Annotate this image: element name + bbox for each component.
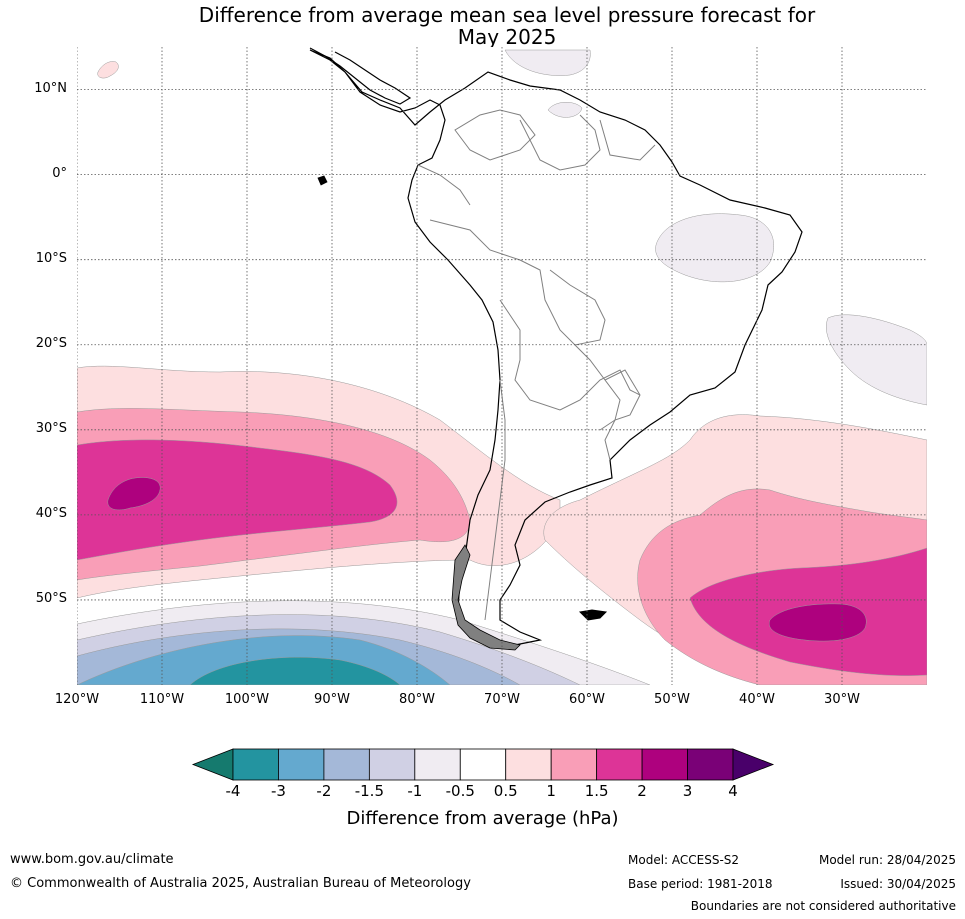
footer-copyright: © Commonwealth of Australia 2025, Austra… xyxy=(10,876,471,891)
lon-label: 90°W xyxy=(314,692,350,707)
footer-issued: Issued: 30/04/2025 xyxy=(840,877,956,891)
colorbar-tick-label: -1.5 xyxy=(354,782,384,800)
colorbar-tick-label: -2 xyxy=(316,782,332,800)
colorbar-tick-label: 2 xyxy=(637,782,647,800)
lon-label: 60°W xyxy=(569,692,605,707)
title-line-2: May 2025 xyxy=(457,25,557,49)
anomaly-band-neg-3 xyxy=(189,657,401,685)
lat-label: 10°S xyxy=(35,250,67,266)
anomaly-blob-nw xyxy=(97,61,119,79)
lon-label: 40°W xyxy=(739,692,775,707)
footer-model-run: Model run: 28/04/2025 xyxy=(818,853,956,867)
tierra-del-fuego xyxy=(451,544,521,651)
colorbar-tick-label: -0.5 xyxy=(445,782,475,800)
colorbar-tick-label: 3 xyxy=(682,782,693,800)
lat-label: 30°S xyxy=(35,420,67,436)
lon-label: 100°W xyxy=(224,692,270,707)
lat-label: 20°S xyxy=(35,335,67,351)
lat-label: 10°N xyxy=(34,80,67,96)
title-line-1: Difference from average mean sea level p… xyxy=(198,3,816,27)
lat-label: 50°S xyxy=(35,590,67,606)
map-title: Difference from average mean sea level p… xyxy=(77,4,937,48)
lon-label: 50°W xyxy=(654,692,690,707)
colorbar-tick-label: -1 xyxy=(407,782,423,800)
footer-model: Model: ACCESS-S2 xyxy=(628,853,740,867)
lon-label: 120°W xyxy=(54,692,100,707)
footer-disclaimer: Boundaries are not considered authoritat… xyxy=(690,899,956,913)
lon-label: 80°W xyxy=(399,692,435,707)
anomaly-blob-brazil xyxy=(655,213,774,283)
anomaly-band-pos-2-west xyxy=(107,477,161,511)
colorbar-title: Difference from average (hPa) xyxy=(346,808,619,829)
colorbar-tick-label: -3 xyxy=(270,782,286,800)
colorbar-tick-label: 0.5 xyxy=(493,782,518,800)
colorbar-tick-label: -4 xyxy=(225,782,241,800)
anomaly-blob-caribbean xyxy=(504,49,591,76)
south-america-outline xyxy=(309,49,803,646)
gridlines xyxy=(77,47,927,685)
central-america-outline xyxy=(309,47,412,105)
footer-base-period: Base period: 1981-2018 xyxy=(628,877,773,891)
anomaly-blob-south-atlantic xyxy=(826,314,927,406)
colorbar-tick-label: 1 xyxy=(546,782,556,800)
lat-label: 0° xyxy=(52,165,67,181)
lon-label: 70°W xyxy=(484,692,520,707)
colorbar-tick-label: 4 xyxy=(728,782,738,800)
anomaly-blob-guiana xyxy=(547,102,583,118)
lon-label: 110°W xyxy=(139,692,185,707)
lat-label: 40°S xyxy=(35,505,67,521)
colorbar-tick-label: 1.5 xyxy=(584,782,609,800)
galapagos-islands xyxy=(317,175,328,186)
lon-label: 30°W xyxy=(824,692,860,707)
anomaly-band-pos-1.5-west xyxy=(77,439,398,561)
country-borders xyxy=(417,109,656,621)
footer-url: www.bom.gov.au/climate xyxy=(10,852,174,867)
